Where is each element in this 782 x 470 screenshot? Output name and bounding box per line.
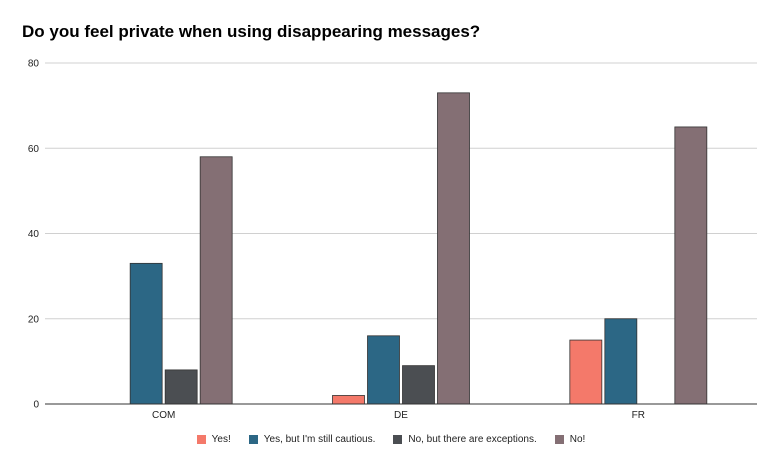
legend-swatch [196, 435, 206, 444]
legend-label: No, but there are exceptions. [408, 434, 537, 445]
bar [199, 156, 233, 405]
x-axis-ticks: COM DE FR [152, 410, 645, 421]
legend-label: Yes, but I'm still cautious. [263, 434, 376, 445]
x-tick-label: DE [394, 410, 408, 421]
gridlines [45, 62, 757, 320]
legend: Yes! Yes, but I'm still cautious. No, but … [0, 434, 782, 445]
legend-item: No! [554, 434, 586, 445]
legend-item: Yes, but I'm still cautious. [248, 434, 376, 445]
legend-swatch [248, 435, 258, 444]
y-tick-label: 0 [33, 400, 39, 411]
y-tick-label: 80 [28, 59, 40, 70]
legend-label: Yes! [211, 434, 231, 445]
x-tick-label: FR [632, 410, 645, 421]
bar [437, 92, 470, 405]
y-tick-label: 40 [28, 229, 40, 240]
y-tick-label: 60 [28, 144, 40, 155]
bars [129, 92, 708, 405]
bar [367, 335, 400, 405]
bar [164, 369, 198, 405]
legend-swatch [393, 435, 403, 444]
y-axis-ticks: 0 20 40 60 80 [28, 59, 40, 411]
legend-item: No, but there are exceptions. [393, 434, 537, 445]
bar [129, 262, 163, 405]
bar [402, 365, 435, 405]
legend-item: Yes! [196, 434, 231, 445]
x-tick-label: COM [152, 410, 175, 421]
legend-swatch [554, 435, 564, 444]
bar [332, 395, 365, 405]
bar [604, 318, 638, 405]
chart-title: Do you feel private when using disappear… [22, 22, 481, 41]
bar [569, 339, 603, 405]
y-tick-label: 20 [28, 314, 40, 325]
legend-label: No! [569, 434, 586, 445]
bar [674, 126, 708, 405]
